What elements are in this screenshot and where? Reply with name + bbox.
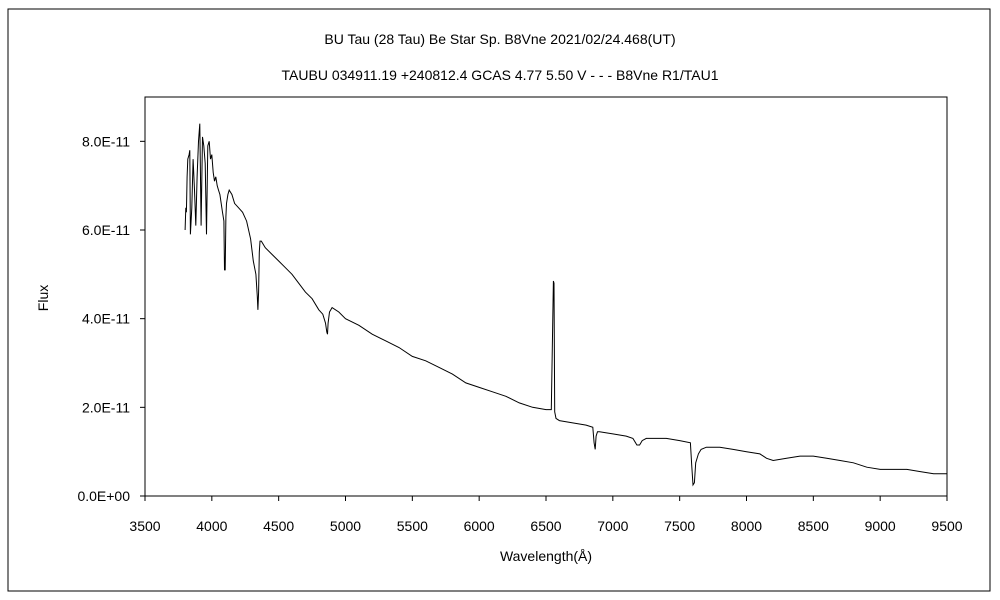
- x-tick-label: 5500: [397, 518, 428, 534]
- x-tick-label: 7000: [597, 518, 628, 534]
- x-tick-label: 6500: [530, 518, 561, 534]
- chart-subtitle: TAUBU 034911.19 +240812.4 GCAS 4.77 5.50…: [282, 67, 719, 83]
- x-tick-label: 5000: [330, 518, 361, 534]
- x-axis: 3500 4000 4500 5000 5500 6000 6500 7000 7500 8000…: [129, 496, 963, 534]
- x-tick-label: 4000: [196, 518, 227, 534]
- y-tick-label: 8.0E-11: [82, 133, 130, 149]
- y-tick-label: 0.0E+00: [77, 488, 130, 504]
- y-tick-label: 6.0E-11: [82, 222, 130, 238]
- y-axis: 0.0E+00 2.0E-11 4.0E-11 6.0E-11 8.0E-11: [77, 133, 145, 504]
- y-tick-label: 2.0E-11: [82, 399, 130, 415]
- x-tick-label: 6000: [464, 518, 495, 534]
- x-tick-label: 9500: [931, 518, 962, 534]
- x-tick-label: 4500: [263, 518, 294, 534]
- x-tick-label: 8500: [798, 518, 829, 534]
- y-axis-label: Flux: [35, 285, 51, 311]
- plot-area: [144, 96, 948, 497]
- x-axis-label: Wavelength(Å): [500, 548, 592, 564]
- chart-title: BU Tau (28 Tau) Be Star Sp. B8Vne 2021/0…: [324, 31, 675, 47]
- x-tick-label: 9000: [865, 518, 896, 534]
- x-tick-label: 3500: [129, 518, 160, 534]
- x-tick-label: 7500: [664, 518, 695, 534]
- spectrum-series-line: [184, 123, 947, 487]
- x-tick-label: 8000: [731, 518, 762, 534]
- y-tick-label: 4.0E-11: [82, 311, 130, 327]
